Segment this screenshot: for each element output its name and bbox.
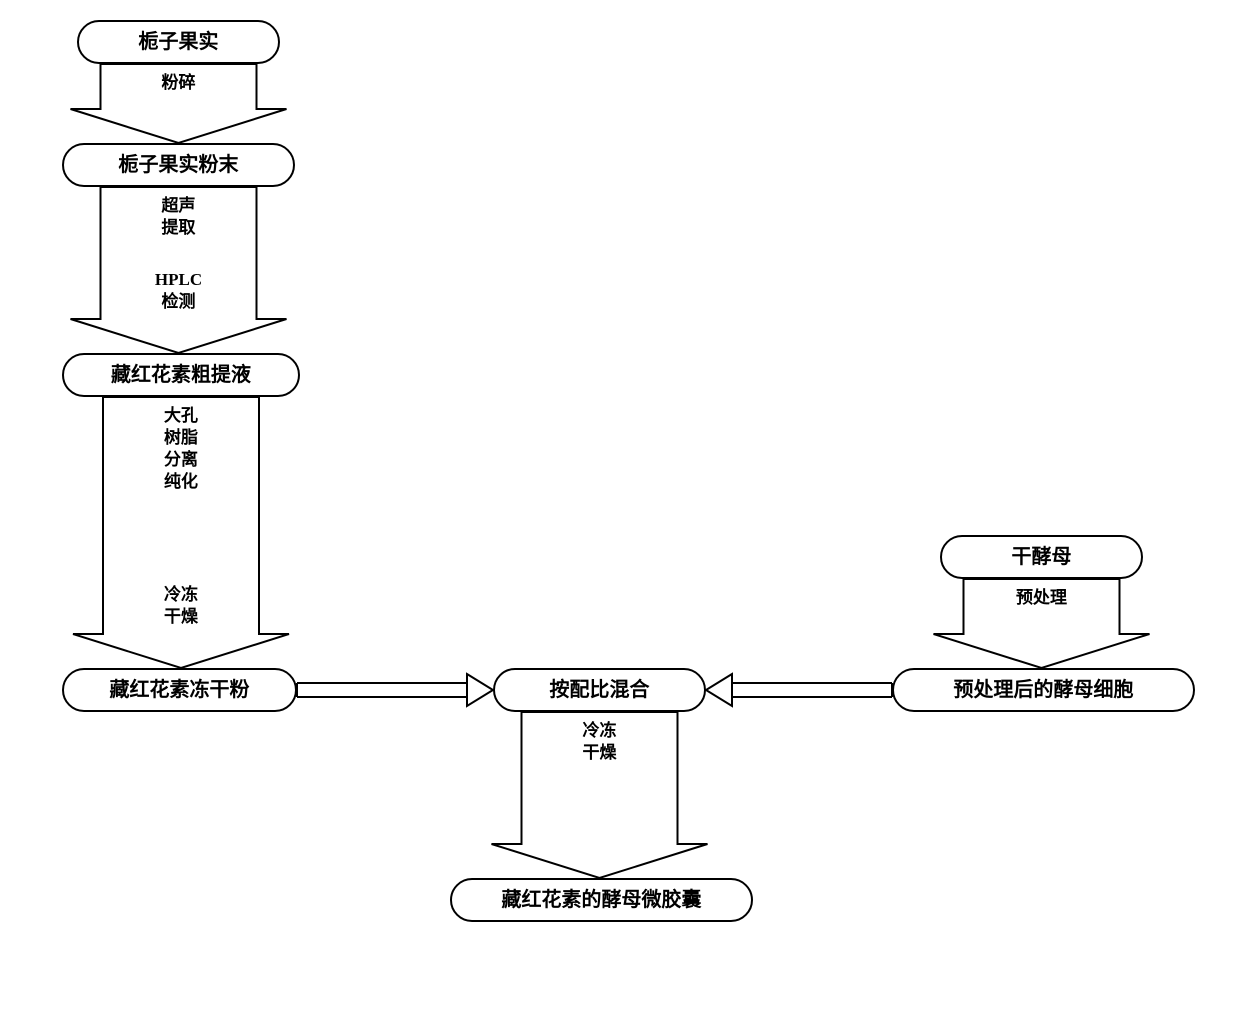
arrow-label-a1: 粉碎 — [119, 72, 239, 94]
arrow-midlabel-a3: 冷冻 干燥 — [121, 584, 241, 628]
arrow-label-a4: 预处理 — [982, 587, 1102, 609]
arrow-label-a2: 超声 提取 — [119, 195, 239, 239]
arrow-a7 — [0, 0, 1240, 1027]
arrow-label-a3: 大孔 树脂 分离 纯化 — [121, 405, 241, 493]
arrow-label-a7: 冷冻 干燥 — [540, 720, 660, 764]
arrow-midlabel-a2: HPLC 检测 — [119, 269, 239, 313]
